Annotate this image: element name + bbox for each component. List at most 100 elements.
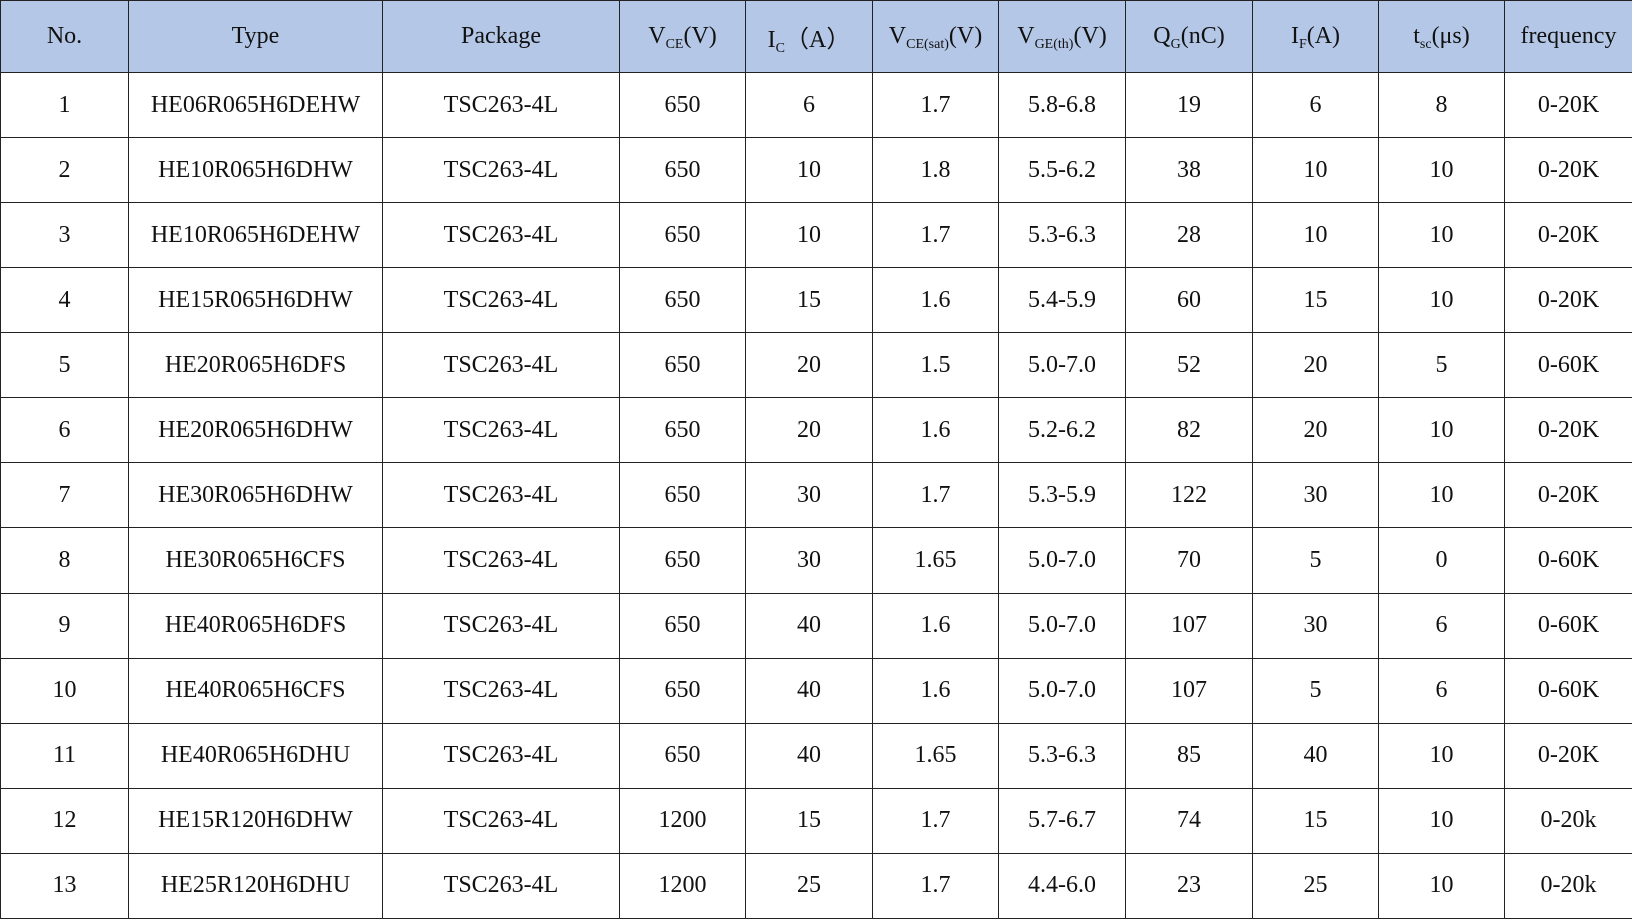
table-cell: 0 (1378, 527, 1505, 594)
table-cell: 5.0-7.0 (998, 657, 1126, 724)
header-main: I (767, 27, 776, 53)
table-cell: 1.7 (872, 462, 999, 529)
table-cell: 5 (1252, 527, 1379, 594)
table-cell: 5 (0, 332, 129, 399)
table-cell: 8 (0, 527, 129, 594)
table-cell: 6 (745, 71, 873, 139)
table-row: 11 HE40R065H6DHU TSC263-4L 650 40 1.65 5.3-6.3… (0, 722, 1632, 789)
table-row: 5 HE20R065H6DFS TSC263-4L 650 20 1.5 5.0-7.0 52… (0, 332, 1632, 399)
table-cell: 5.3-6.3 (998, 202, 1126, 269)
table-cell: 20 (1252, 397, 1379, 464)
table-cell: 9 (0, 592, 129, 659)
table-cell: 1.7 (872, 852, 999, 919)
header-main: t (1413, 23, 1420, 49)
table-cell: 8 (1378, 71, 1505, 139)
table-cell: 650 (619, 397, 746, 464)
table-row: 3 HE10R065H6DEHW TSC263-4L 650 10 1.7 5.3-6.3 2… (0, 202, 1632, 269)
table-cell: 30 (1252, 592, 1379, 659)
table-cell: 0-20k (1504, 787, 1632, 854)
table-row: 13 HE25R120H6DHU TSC263-4L 1200 25 1.7 4.4-6.0… (0, 852, 1632, 919)
table-cell: TSC263-4L (382, 332, 620, 399)
table-cell: HE40R065H6CFS (128, 657, 383, 724)
table-cell: 1200 (619, 787, 746, 854)
table-cell: 5 (1252, 657, 1379, 724)
header-cell: tsc(μs) (1378, 0, 1505, 73)
table-cell: 15 (745, 267, 873, 334)
header-main: frequency (1520, 23, 1617, 49)
table-row: 1 HE06R065H6DEHW TSC263-4L 650 6 1.7 5.8-6.8 19… (0, 71, 1632, 139)
table-cell: 52 (1125, 332, 1253, 399)
table-cell: 10 (745, 202, 873, 269)
table-cell: 5.0-7.0 (998, 592, 1126, 659)
table-cell: 30 (745, 462, 873, 529)
table-row: 2 HE10R065H6DHW TSC263-4L 650 10 1.8 5.5-6.2 38… (0, 137, 1632, 204)
table-cell: 10 (1378, 722, 1505, 789)
table-cell: HE25R120H6DHU (128, 852, 383, 919)
header-unit: (μs) (1431, 23, 1470, 49)
table-cell: 15 (745, 787, 873, 854)
table-header: No. Type Package VCE(V) IC（A） VCE(sat)(V) VGE(… (0, 0, 1632, 73)
header-subscript: CE(sat) (906, 37, 949, 52)
table-row: 10 HE40R065H6CFS TSC263-4L 650 40 1.6 5.0-7.0 1… (0, 657, 1632, 724)
table-cell: 40 (1252, 722, 1379, 789)
table-cell: HE10R065H6DHW (128, 137, 383, 204)
table-cell: 107 (1125, 592, 1253, 659)
table-cell: TSC263-4L (382, 592, 620, 659)
table-cell: 85 (1125, 722, 1253, 789)
table-cell: 650 (619, 592, 746, 659)
table-cell: 0-20K (1504, 267, 1632, 334)
table-cell: 10 (1378, 137, 1505, 204)
table-cell: 650 (619, 71, 746, 139)
header-subscript: GE(th) (1034, 37, 1074, 52)
table-cell: 650 (619, 267, 746, 334)
table-cell: 0-20K (1504, 202, 1632, 269)
header-cell: VCE(sat)(V) (872, 0, 999, 73)
table-cell: 74 (1125, 787, 1253, 854)
header-subscript: CE (665, 37, 684, 52)
table-cell: 5.0-7.0 (998, 527, 1126, 594)
table-row: 7 HE30R065H6DHW TSC263-4L 650 30 1.7 5.3-5.9 12… (0, 462, 1632, 529)
table-cell: 70 (1125, 527, 1253, 594)
header-main: Package (461, 23, 541, 49)
table-cell: 1.6 (872, 397, 999, 464)
table-cell: 650 (619, 722, 746, 789)
header-cell: Type (128, 0, 383, 73)
header-unit: (V) (1073, 23, 1107, 49)
table-cell: 12 (0, 787, 129, 854)
header-cell: QG(nC) (1125, 0, 1253, 73)
header-row: No. Type Package VCE(V) IC（A） VCE(sat)(V) VGE(… (0, 0, 1632, 73)
table-cell: 15 (1252, 787, 1379, 854)
table-cell: 5.7-6.7 (998, 787, 1126, 854)
table-cell: TSC263-4L (382, 657, 620, 724)
table-cell: TSC263-4L (382, 397, 620, 464)
table-cell: 1.65 (872, 527, 999, 594)
header-cell: Package (382, 0, 620, 73)
header-subscript: G (1170, 37, 1181, 52)
table-row: 9 HE40R065H6DFS TSC263-4L 650 40 1.6 5.0-7.0 10… (0, 592, 1632, 659)
table-cell: 10 (1378, 202, 1505, 269)
table-cell: HE30R065H6DHW (128, 462, 383, 529)
table-cell: 1.6 (872, 592, 999, 659)
table-cell: TSC263-4L (382, 527, 620, 594)
table-body: 1 HE06R065H6DEHW TSC263-4L 650 6 1.7 5.8-6.8 19… (0, 71, 1632, 919)
table-cell: 40 (745, 722, 873, 789)
header-cell: No. (0, 0, 129, 73)
table-row: 4 HE15R065H6DHW TSC263-4L 650 15 1.6 5.4-5.9 60… (0, 267, 1632, 334)
table-cell: 650 (619, 137, 746, 204)
table-cell: TSC263-4L (382, 462, 620, 529)
table-cell: TSC263-4L (382, 722, 620, 789)
table-row: 6 HE20R065H6DHW TSC263-4L 650 20 1.6 5.2-6.2 82… (0, 397, 1632, 464)
table-cell: HE40R065H6DFS (128, 592, 383, 659)
table-cell: 1.6 (872, 657, 999, 724)
table-cell: 5 (1378, 332, 1505, 399)
table-row: 8 HE30R065H6CFS TSC263-4L 650 30 1.65 5.0-7.0 7… (0, 527, 1632, 594)
table-cell: 5.3-6.3 (998, 722, 1126, 789)
table-cell: 10 (1378, 267, 1505, 334)
header-main: Q (1153, 23, 1171, 49)
header-subscript: C (775, 41, 785, 56)
table-cell: 15 (1252, 267, 1379, 334)
table-cell: 6 (1378, 657, 1505, 724)
table-cell: 0-20K (1504, 137, 1632, 204)
table-cell: 0-60K (1504, 332, 1632, 399)
